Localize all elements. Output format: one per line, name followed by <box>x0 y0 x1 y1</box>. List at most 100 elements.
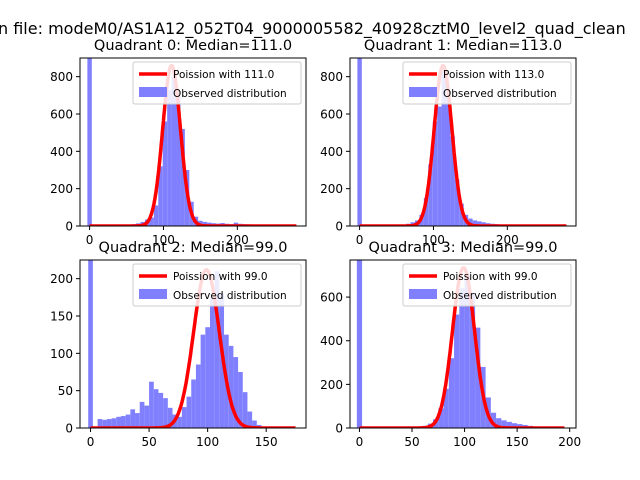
y-tick-label: 400 <box>320 145 343 159</box>
x-tick-label: 100 <box>196 435 219 449</box>
histogram-bar <box>459 203 464 226</box>
x-tick-label: 200 <box>496 233 519 247</box>
y-tick-label: 50 <box>58 384 73 398</box>
histogram-bar <box>149 217 154 226</box>
legend-bar-swatch <box>409 87 437 97</box>
histogram-bar <box>472 220 478 226</box>
histogram-bar <box>423 198 429 226</box>
x-tick-label: 0 <box>356 435 364 449</box>
histogram-bar <box>357 58 362 226</box>
legend: Poission with 99.0 Observed distribution <box>132 263 302 307</box>
histogram-bar <box>252 420 257 428</box>
subplot-quadrant-1: 0 100 200 0 200 400 600 800 Quadrant 1: Median=1… <box>320 38 577 247</box>
histogram-bar <box>163 398 168 428</box>
x-tick-label: 150 <box>506 435 529 449</box>
legend-label-observed: Observed distribution <box>173 88 287 100</box>
histogram-bar <box>116 416 121 428</box>
histogram-bar <box>135 413 140 428</box>
subplots-grid: 0 100 200 0 200 400 600 800 Quadrant 0: Median=1… <box>50 38 581 449</box>
legend-label-poisson: Poission with 113.0 <box>443 69 544 81</box>
histogram-bar <box>496 418 502 428</box>
legend: Poission with 113.0 Observed distribution <box>402 61 572 105</box>
histogram-bar <box>468 218 473 226</box>
histogram-bar <box>247 411 253 428</box>
histogram-bar <box>454 314 460 428</box>
histogram-bar <box>111 418 117 428</box>
histogram-bar <box>181 407 187 428</box>
histogram-bar <box>106 419 112 428</box>
histogram-bar <box>501 420 507 428</box>
histogram-bar <box>214 271 220 428</box>
x-tick-label: 50 <box>141 435 156 449</box>
histogram-bar <box>176 91 181 226</box>
y-tick-label: 200 <box>320 378 343 392</box>
subplot-title: Quadrant 1: Median=113.0 <box>364 38 562 54</box>
histogram-bar <box>475 327 481 428</box>
histogram-bar <box>441 69 447 226</box>
figure-suptitle: n file: modeM0/AS1A12_052T04_9000005582_… <box>0 19 626 39</box>
y-tick-label: 600 <box>50 108 73 122</box>
y-tick-label: 150 <box>50 310 73 324</box>
y-tick-label: 200 <box>320 182 343 196</box>
histogram-bar <box>242 392 248 428</box>
x-tick-label: 100 <box>453 435 476 449</box>
y-tick-label: 800 <box>320 70 343 84</box>
histogram-bar <box>162 121 168 226</box>
histogram-bar <box>428 164 433 226</box>
y-tick-label: 0 <box>335 220 343 234</box>
x-tick-label: 150 <box>255 435 278 449</box>
histogram-bar <box>437 106 442 226</box>
poisson-curve <box>88 63 298 226</box>
x-tick-label: 0 <box>87 435 95 449</box>
legend-bar-swatch <box>409 289 437 299</box>
axes-frame <box>349 57 577 227</box>
legend-label-observed: Observed distribution <box>443 88 557 100</box>
subplot-quadrant-0: 0 100 200 0 200 400 600 800 Quadrant 0: Median=1… <box>50 38 307 247</box>
histogram-bar <box>167 89 172 226</box>
histogram-bar <box>149 381 154 428</box>
y-tick-label: 0 <box>335 422 343 436</box>
y-tick-label: 0 <box>65 220 73 234</box>
subplot-title: Quadrant 2: Median=99.0 <box>99 240 288 256</box>
legend-label-poisson: Poission with 99.0 <box>173 271 268 283</box>
histogram-bar <box>130 409 136 428</box>
x-tick-label: 100 <box>422 233 445 247</box>
subplot-quadrant-2: 0 50 100 150 0 50 100 150 200 Quadrant 2: Median=… <box>50 240 307 449</box>
y-tick-label: 400 <box>50 145 73 159</box>
legend-box <box>402 263 572 307</box>
histogram-bar <box>233 357 239 428</box>
histogram-bar <box>459 288 465 428</box>
histogram-bar <box>87 58 92 226</box>
legend-label-poisson: Poission with 99.0 <box>443 271 538 283</box>
subplot-title: Quadrant 3: Median=99.0 <box>369 240 558 256</box>
histogram-bar <box>209 297 215 428</box>
legend: Poission with 111.0 Observed distribution <box>132 61 302 105</box>
legend-box <box>132 263 302 307</box>
histogram-bar <box>153 205 159 226</box>
histogram-bar <box>450 136 455 226</box>
histogram-bar <box>195 364 201 428</box>
histogram-bar <box>167 407 173 428</box>
axes-frame <box>349 259 577 429</box>
axes-frame <box>79 259 307 429</box>
legend-box <box>132 61 302 105</box>
poisson-curve <box>89 267 297 428</box>
histogram-bar <box>202 221 208 226</box>
histogram-bar <box>469 292 476 428</box>
legend: Poission with 99.0 Observed distribution <box>402 263 572 307</box>
axes-frame <box>79 57 307 227</box>
poisson-curve <box>358 63 568 226</box>
histogram-bar <box>464 275 470 428</box>
histogram-bar <box>158 166 163 226</box>
histogram-bar <box>205 327 210 428</box>
x-tick-label: 50 <box>404 435 419 449</box>
histogram-bar <box>443 388 449 428</box>
histogram-bar <box>180 128 185 226</box>
histogram-bar <box>158 392 164 428</box>
subplot-quadrant-3: 0 50 100 150 200 0 200 400 600 Quadrant 3: Median… <box>320 240 581 449</box>
histogram-bar <box>125 414 131 428</box>
y-tick-label: 200 <box>50 182 73 196</box>
histogram-bar <box>97 419 103 428</box>
x-tick-label: 100 <box>152 233 175 247</box>
histogram-bar <box>177 416 182 428</box>
